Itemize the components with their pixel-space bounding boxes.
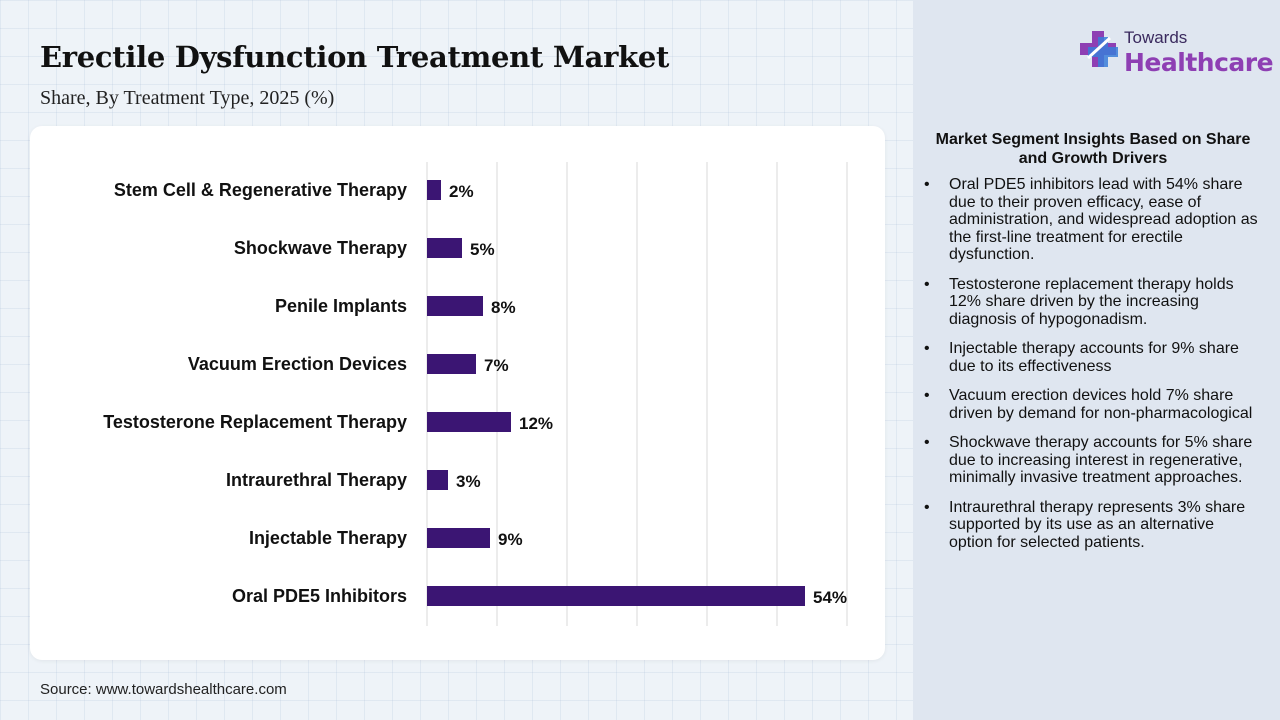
bar (427, 296, 483, 316)
insight-item: Testosterone replacement therapy holds 1… (920, 276, 1260, 329)
category-label: Shockwave Therapy (234, 238, 407, 258)
insight-item: Injectable therapy accounts for 9% share… (920, 340, 1260, 375)
chart-title: Erectile Dysfunction Treatment Market (40, 40, 670, 74)
data-label: 9% (498, 530, 523, 549)
source-note: Source: www.towardshealthcare.com (40, 681, 287, 698)
category-label: Vacuum Erection Devices (188, 354, 407, 374)
gridlines (426, 162, 848, 626)
chart-subtitle: Share, By Treatment Type, 2025 (%) (40, 87, 335, 109)
chart-card: Stem Cell & Regenerative Therapy 2% Shockw… (30, 126, 885, 660)
insight-item: Intraurethral therapy represents 3% shar… (920, 499, 1260, 552)
category-label: Injectable Therapy (249, 528, 407, 548)
insights-list: Oral PDE5 inhibitors lead with 54% share… (920, 176, 1260, 551)
bar-chart: Stem Cell & Regenerative Therapy 2% Shockw… (103, 162, 848, 626)
logo-text-towards: Towards (1124, 28, 1188, 47)
logo-text-healthcare: Healthcare (1124, 48, 1274, 77)
bar (427, 180, 441, 200)
brand-logo: Towards Healthcare (1080, 28, 1274, 78)
data-label: 2% (449, 182, 474, 201)
data-label: 5% (470, 240, 495, 259)
bar (427, 238, 462, 258)
data-label: 54% (813, 588, 847, 607)
cross-plus-icon (1080, 31, 1118, 67)
data-label: 7% (484, 356, 509, 375)
bar (427, 412, 511, 432)
bars: Stem Cell & Regenerative Therapy 2% Shockw… (103, 180, 847, 607)
insight-item: Vacuum erection devices hold 7% share dr… (920, 387, 1260, 422)
data-label: 8% (491, 298, 516, 317)
insight-item: Shockwave therapy accounts for 5% share … (920, 434, 1260, 487)
category-label: Intraurethral Therapy (226, 470, 407, 490)
bar (427, 354, 476, 374)
category-label: Stem Cell & Regenerative Therapy (114, 180, 407, 200)
category-label: Testosterone Replacement Therapy (103, 412, 407, 432)
data-label: 3% (456, 472, 481, 491)
insight-item: Oral PDE5 inhibitors lead with 54% share… (920, 176, 1260, 264)
insights-section: Market Segment Insights Based on Share a… (920, 130, 1260, 563)
bar (427, 528, 490, 548)
insights-title: Market Segment Insights Based on Share a… (935, 131, 1251, 167)
bar (427, 586, 805, 606)
data-label: 12% (519, 414, 553, 433)
category-label: Penile Implants (275, 296, 407, 316)
category-label: Oral PDE5 Inhibitors (232, 586, 407, 606)
bar (427, 470, 448, 490)
